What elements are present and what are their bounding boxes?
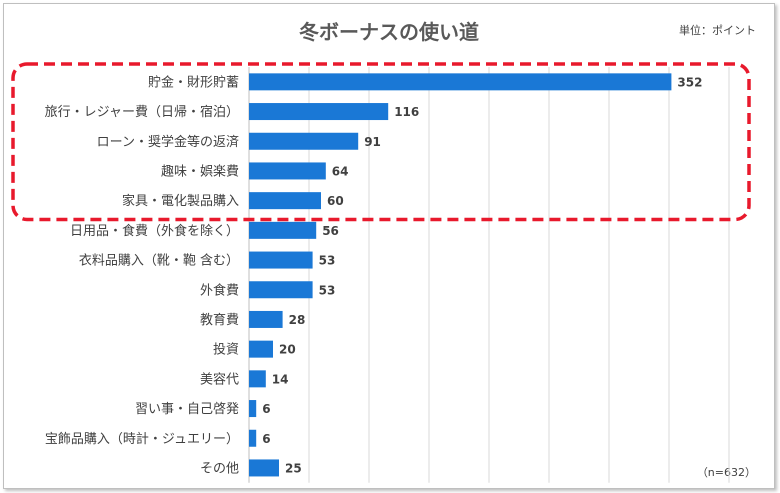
bar [249,73,672,91]
category-label: 趣味・娯楽費 [161,163,239,179]
bar [249,162,326,180]
bar [249,281,313,299]
value-label: 6 [262,432,270,446]
value-label: 25 [285,461,302,475]
gridlines [248,67,730,483]
value-label: 56 [322,224,339,238]
value-label: 14 [272,372,289,386]
bar [249,340,273,358]
value-label: 352 [677,75,702,89]
value-label: 91 [364,135,381,149]
bar [249,192,321,210]
value-label: 6 [262,402,270,416]
bar [249,251,313,269]
category-label: 教育費 [200,312,239,328]
category-label: 投資 [213,342,239,358]
category-label: 日用品・食費（外食を除く） [70,223,239,239]
highlight-box-group [11,62,751,222]
value-label: 116 [394,105,419,119]
value-label: 64 [332,164,349,178]
bar-chart: 冬ボーナスの使い道 単位：ポイント （n=632） 貯金・財形貯蓄旅行・レジャー… [11,20,756,483]
category-label: 習い事・自己啓発 [135,402,239,417]
value-label: 20 [279,343,296,357]
category-label: 家具・電化製品購入 [122,193,239,209]
category-label: 衣料品購入（靴・鞄 含む） [79,253,239,269]
bar [249,429,257,447]
value-label: 60 [327,194,344,208]
bar [249,459,279,477]
bar [249,310,283,328]
category-label: 外食費 [200,282,239,298]
value-labels: 352 116 91 64 60 56 53 53 28 20 14 6 6 25 [262,75,702,475]
highlight-box [11,62,751,222]
chart-frame: 冬ボーナスの使い道 単位：ポイント （n=632） 貯金・財形貯蓄旅行・レジャー… [3,3,775,489]
value-label: 53 [319,254,336,268]
chart-title: 冬ボーナスの使い道 [299,20,479,44]
category-label: その他 [200,461,239,476]
category-label: ローン・奨学金等の返済 [97,134,239,150]
bar [249,370,266,388]
bar [249,132,359,150]
category-label: 宝飾品購入（時計・ジュエリー） [45,431,239,447]
bar [249,103,389,121]
value-label: 28 [289,313,306,327]
unit-label: 単位：ポイント [679,23,756,37]
value-label: 53 [319,283,336,297]
category-label: 旅行・レジャー費（日帰・宿泊） [45,104,239,120]
category-label: 貯金・財形貯蓄 [148,74,239,90]
bars [249,73,672,477]
bar [249,400,257,418]
bar [249,221,317,239]
category-label: 美容代 [200,371,239,387]
sample-size-note: （n=632） [697,466,756,479]
